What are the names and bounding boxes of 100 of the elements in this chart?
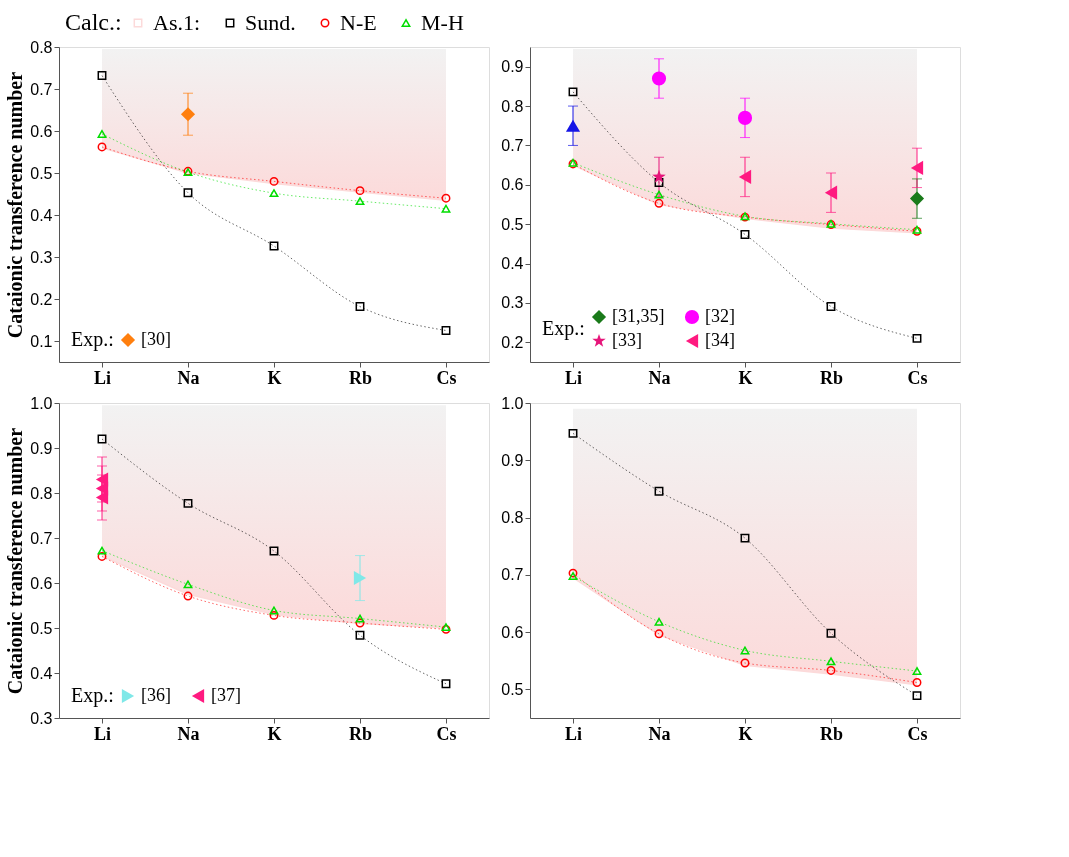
y-tick-label: 0.7 <box>501 136 524 154</box>
y-tick-label: 0.7 <box>30 80 53 98</box>
x-tick-label: K <box>267 367 282 388</box>
y-tick-label: 0.2 <box>30 290 53 308</box>
x-tick-label: K <box>738 723 753 744</box>
x-tick-label: Rb <box>819 367 844 388</box>
y-tick-label: 0.9 <box>30 439 53 457</box>
x-tick-label: Li <box>564 723 583 744</box>
point <box>97 552 107 561</box>
legend-label: [30] <box>141 329 171 349</box>
point <box>654 617 664 626</box>
point <box>826 657 836 666</box>
legend-label: N-E <box>340 10 377 35</box>
y-tick-label: 0.9 <box>501 58 524 76</box>
legend-label: [34] <box>705 330 735 350</box>
point <box>355 630 365 640</box>
y-tick-label: 0.5 <box>30 164 53 182</box>
y-tick-label: 0.9 <box>501 451 524 469</box>
y-tick-label: 0.6 <box>501 176 524 194</box>
y-tick-label: 0.7 <box>501 566 524 584</box>
point <box>654 629 664 639</box>
x-tick-label: Li <box>93 367 112 388</box>
y-tick-label: 0.3 <box>501 294 524 312</box>
x-tick-label: Rb <box>348 367 373 388</box>
point <box>912 333 922 343</box>
legend-label: M-H <box>421 10 464 35</box>
x-tick-label: Rb <box>819 723 844 744</box>
y-tick-label: 0.3 <box>30 709 53 727</box>
x-tick-label: Li <box>93 723 112 744</box>
y-tick-label: 0.5 <box>501 215 524 233</box>
point <box>740 533 750 543</box>
y-tick-label: 0.8 <box>501 509 524 527</box>
point <box>97 434 107 444</box>
x-tick-label: K <box>738 367 753 388</box>
point <box>826 302 836 311</box>
point <box>568 428 578 438</box>
y-tick-label: 0.8 <box>30 38 53 56</box>
x-tick-label: Li <box>564 367 583 388</box>
point <box>654 190 664 199</box>
point <box>269 546 279 556</box>
y-tick-label: 0.4 <box>30 206 53 224</box>
y-tick-label: 0.5 <box>501 680 524 698</box>
x-tick-label: Rb <box>348 723 373 744</box>
y-tick-label: 0.5 <box>30 619 53 637</box>
y-tick-label: 0.4 <box>501 255 524 273</box>
point <box>269 189 279 198</box>
legend-label: [36] <box>141 685 171 705</box>
point <box>355 186 365 196</box>
text: Calc.: <box>65 9 122 35</box>
y-tick-label: 0.7 <box>30 529 53 547</box>
point <box>740 229 750 239</box>
point <box>183 591 193 601</box>
point <box>565 119 581 132</box>
x-tick-label: Cs <box>436 367 457 388</box>
legend-label: [31,35] <box>612 306 665 326</box>
point <box>355 302 365 312</box>
point <box>97 142 107 152</box>
text: Exp.: <box>71 328 114 350</box>
point <box>740 658 750 668</box>
y-tick-label: 0.1 <box>30 332 53 350</box>
point <box>441 679 451 689</box>
y-tick-label: 0.6 <box>30 122 53 140</box>
x-tick-label: K <box>267 723 282 744</box>
point <box>97 129 107 138</box>
legend-title: Exp.: <box>71 684 114 707</box>
y-tick-label: 0.6 <box>501 623 524 641</box>
point <box>183 498 193 508</box>
x-tick-label: Cs <box>907 723 928 744</box>
y-tick-label: 1.0 <box>30 394 53 412</box>
point <box>355 618 365 628</box>
y-tick-label: 0.2 <box>501 333 524 351</box>
point <box>355 614 365 623</box>
point <box>654 486 664 496</box>
point <box>826 666 836 675</box>
x-tick-label: Na <box>177 723 200 744</box>
point <box>568 572 578 580</box>
legend-label: As.1: <box>153 10 201 35</box>
legend-label: [32] <box>705 306 735 326</box>
point <box>912 678 922 687</box>
point <box>269 241 279 251</box>
point <box>269 606 279 615</box>
y-tick-label: 1.0 <box>501 394 524 412</box>
point <box>441 204 451 213</box>
y-tick-label: 0.4 <box>30 664 53 682</box>
point <box>912 691 922 701</box>
point <box>355 197 365 206</box>
y-tick-label: 0.6 <box>30 574 53 592</box>
point <box>97 71 107 81</box>
point <box>826 628 836 638</box>
x-tick-label: Na <box>177 367 200 388</box>
x-tick-label: Cs <box>907 367 928 388</box>
point <box>912 667 922 675</box>
legend-label: Sund. <box>245 10 296 35</box>
x-tick-label: Na <box>648 723 671 744</box>
y-tick-label: 0.8 <box>30 484 53 502</box>
x-tick-label: Na <box>648 367 671 388</box>
point <box>441 193 451 203</box>
point <box>441 326 451 335</box>
point <box>654 177 664 187</box>
legend-label: [33] <box>612 330 642 350</box>
